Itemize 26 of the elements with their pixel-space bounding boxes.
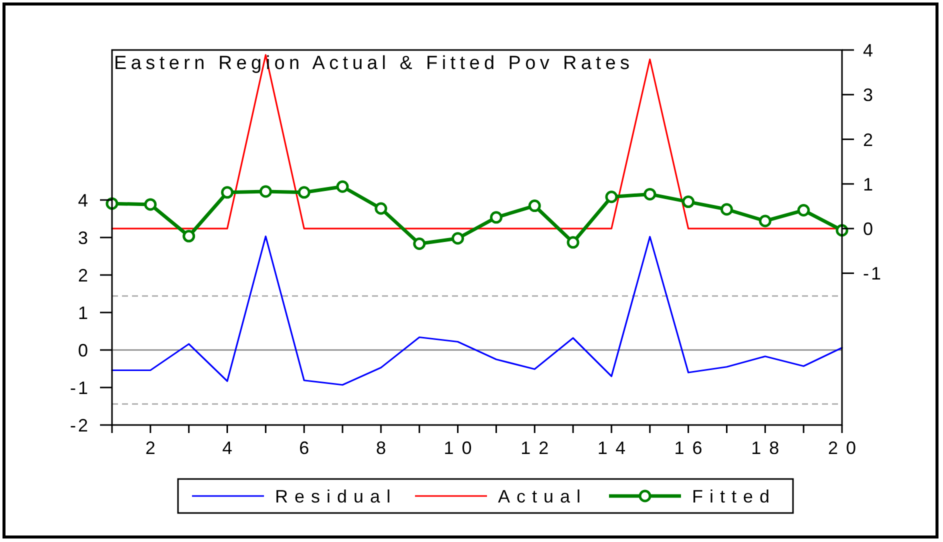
x-tick-label: 18 [751,438,788,458]
y2-tick-label: 1 [863,174,876,194]
x-tick-label: 14 [597,438,634,458]
legend-label: Actual [498,486,588,506]
y-tick-label: 3 [78,228,90,248]
y2-tick-label: 2 [863,130,876,150]
y-tick-label: -1 [70,378,90,398]
y-tick-label: 4 [78,190,90,210]
y-tick-label: 1 [78,302,90,323]
x-tick-label: 12 [520,438,557,458]
legend-label: Fitted [692,486,776,506]
y2-tick-label: 3 [863,85,876,106]
x-tick-label: 4 [222,438,240,458]
y2-tick-label: 0 [863,219,876,240]
x-tick-label: 6 [299,438,318,458]
x-tick-label: 16 [674,438,710,458]
legend-label: Residual [275,486,398,506]
y2-tick-label: -1 [863,264,884,284]
y-tick-label: 2 [78,265,90,286]
y-tick-label: -2 [70,415,90,436]
y2-tick-label: 4 [863,40,876,60]
x-tick-label: 8 [376,438,394,458]
x-tick-label: 2 [145,438,164,458]
x-tick-label: 20 [828,438,864,458]
x-tick-label: 10 [444,438,480,458]
y-tick-label: 0 [78,340,90,360]
